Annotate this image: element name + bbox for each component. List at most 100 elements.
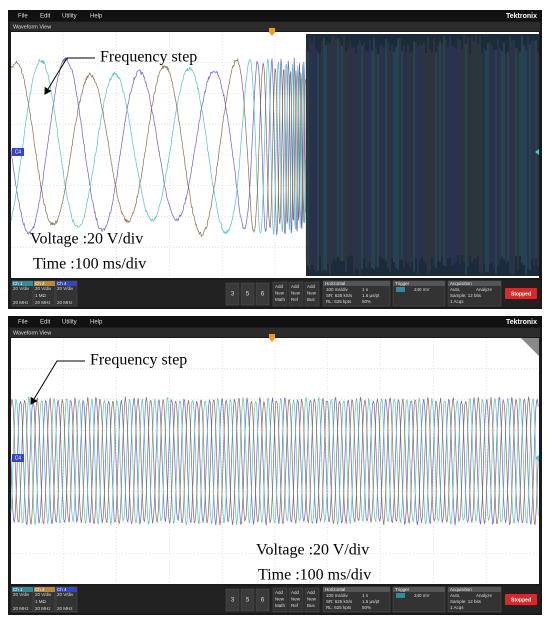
trigger-source [396,593,405,598]
add-button-label: Add [291,284,300,289]
acquisition-box-title: Acquisition [450,281,472,286]
add-button-label: Add [275,284,284,289]
menu-bar [8,10,542,21]
channel-header [56,587,77,592]
brand-logo: Tektronix [506,319,537,326]
horizontal-box-title: Horizontal [325,587,345,592]
channel-setting: 20 V/div [13,286,30,291]
channel-name: Ch 4 [57,281,67,286]
channel-button-label: 3 [231,292,235,298]
acquisition-box-header [448,281,501,286]
channel-header [12,281,33,286]
add-button-label: Ref [291,297,299,302]
view-title: Waveform View [13,330,51,336]
trigger-box-title: Trigger [395,587,410,592]
waveform [10,396,539,526]
add-button[interactable] [304,587,320,613]
add-button-label: New [275,597,285,602]
view-title-bar [10,328,540,337]
channel-button[interactable] [225,588,240,612]
channel-header [12,587,33,592]
channel-button[interactable] [240,282,255,306]
offset-marker [535,149,539,155]
annotation-text: Voltage :20 V/div [256,542,369,559]
horizontal-setting: 100 ms/div [326,593,349,598]
annotation-arrow [44,57,95,95]
run-stop-label: Stopped [511,291,531,297]
add-button[interactable] [288,281,304,307]
horizontal-setting: 1 s [362,593,369,598]
horizontal-setting: 100 ms/div [326,287,349,292]
annotation-text: Time :100 ms/div [33,256,146,273]
channel-header [34,281,55,286]
channel-name: Ch 2 [35,281,45,286]
channel-setting: 20 V/div [35,592,52,597]
annotation-text: Frequency step [100,49,197,66]
menu-bar [8,316,542,327]
channel-setting: 20 V/div [35,286,52,291]
menu-item: Edit [40,320,51,326]
channel-setting: 1 MΩ [35,293,47,298]
acquisition-box-header [448,587,501,592]
trigger-box-title: Trigger [395,281,410,286]
horizontal-setting: 1.6 µs/pt [362,293,380,298]
channel-setting: 20 V/div [57,592,74,597]
channel-button-label: 3 [231,598,235,604]
add-button-label: New [275,291,285,296]
add-button[interactable] [272,281,288,307]
add-button[interactable] [304,281,320,307]
brand-logo: Tektronix [506,13,537,20]
channel-button[interactable] [240,588,255,612]
add-button-label: New [291,291,301,296]
horizontal-box-header [323,281,390,286]
add-button[interactable] [272,587,288,613]
channel-header [34,587,55,592]
channel-setting: 20 V/div [57,286,74,291]
corner-flag [521,338,539,356]
trigger-level: 240 mV [414,593,430,598]
horizontal-setting: SR: 625 kS/s [326,599,353,604]
menu-item: File [18,320,28,326]
channel-button[interactable] [255,282,270,306]
add-button[interactable] [288,587,304,613]
run-stop-button[interactable] [505,288,537,299]
run-stop-button[interactable] [505,594,537,605]
channel-name: Ch 1 [13,587,23,592]
acquisition-box-title: Acquisition [450,587,472,592]
channel-setting: 20 MHz [13,300,29,305]
annotation-arrow [30,360,85,405]
channel-setting: 20 V/div [13,592,30,597]
menu-item: File [18,14,28,20]
annotation-text: Frequency step [90,352,187,369]
trigger-box-header [393,281,445,286]
channel-button[interactable] [225,282,240,306]
menu-item: Edit [40,14,51,20]
trigger-level: 240 mV [414,287,430,292]
offset-marker [535,455,539,461]
channel-button[interactable] [255,588,270,612]
horizontal-setting: RL: 625 kpts [326,605,352,610]
acquisition-setting: 1 Acqs [450,605,464,610]
menu-item: Utility [62,14,77,20]
channel-marker: C4 [15,455,22,461]
horizontal-setting: 50% [362,605,371,610]
channel-setting: 20 MHz [13,606,29,611]
annotation-text: Voltage :20 V/div [30,231,143,248]
acquisition-setting: 1 Acqs [450,299,464,304]
horizontal-setting: RL: 625 kpts [326,299,352,304]
channel-setting: 1 MΩ [35,599,47,604]
horizontal-setting: 50% [362,299,371,304]
channel-marker-box [12,148,24,156]
acquisition-setting: Sample: 12 bits [450,293,482,298]
trigger-source [396,287,405,292]
channel-setting: 20 MHz [35,606,51,611]
horizontal-box-header [323,587,390,592]
add-button-label: Add [275,590,284,595]
waveform [10,56,306,236]
channel-header [56,281,77,286]
channel-button-label: 5 [246,598,250,604]
waveform [10,396,539,526]
channel-setting: 20 MHz [57,606,73,611]
